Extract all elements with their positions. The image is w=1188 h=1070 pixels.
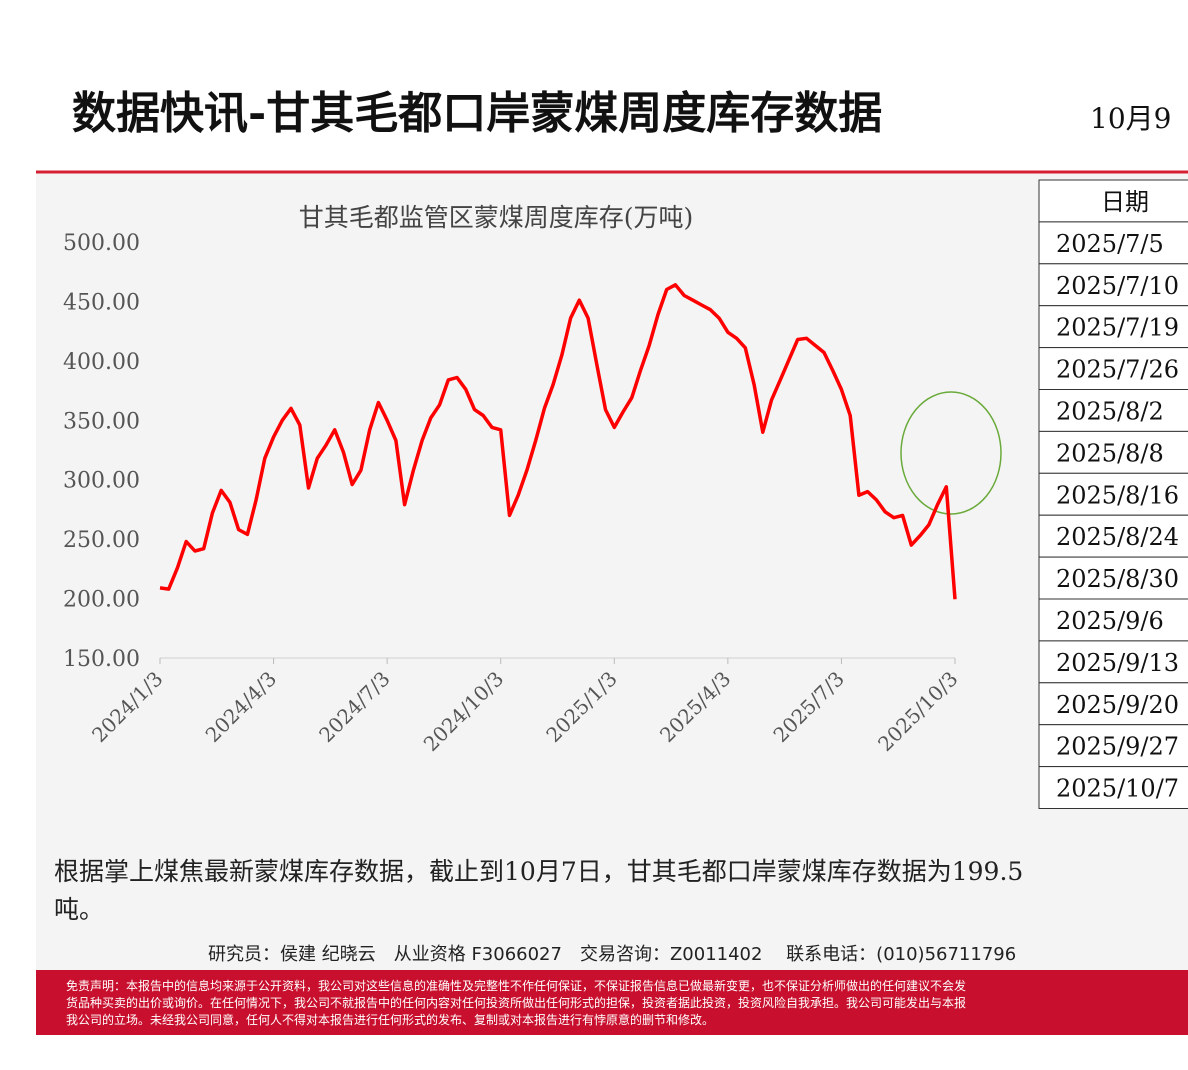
y-tick-label: 250.00	[63, 528, 140, 553]
disclaimer: 免责声明：本报告中的信息均来源于公开资料，我公司对这些信息的准确性及完整性不作任…	[66, 978, 966, 993]
table-cell	[1038, 347, 1188, 391]
table-cell	[1038, 430, 1188, 474]
table-header-cell	[1038, 179, 1188, 223]
table-header: 日期	[1101, 188, 1149, 216]
table-cell-text: 2025/7/19	[1056, 314, 1179, 342]
contact: 研究员：侯建 纪晓云 从业资格 F3066027 交易咨询：Z0011402 联…	[208, 944, 1016, 965]
table-cell-text: 2025/8/16	[1056, 481, 1179, 509]
y-tick-label: 350.00	[63, 409, 140, 434]
body-line: 吨。	[54, 895, 104, 924]
table-cell-text: 2025/8/8	[1056, 439, 1164, 467]
disclaimer: 货品种买卖的出价或询价。在任何情况下，我公司不就报告中的任何内容对任何投资所做出…	[66, 995, 966, 1010]
table-cell	[1038, 472, 1188, 516]
disclaimer: 我公司的立场。未经我公司同意，任何人不得对本报告进行任何形式的发布、复制或对本报…	[66, 1012, 714, 1027]
table-cell-text: 2025/9/27	[1056, 733, 1179, 761]
table-cell	[1038, 556, 1188, 600]
table-cell	[1038, 766, 1188, 809]
table: 日期 2025/7/5 2025/7/10 2025/7/19 2025/7/26 202…	[1038, 179, 1188, 809]
y-tick-label: 400.00	[63, 350, 140, 375]
table-cell	[1038, 221, 1188, 265]
footer-bar	[36, 970, 1188, 1035]
table-cell-text: 2025/9/20	[1056, 691, 1179, 719]
table-cell-text: 2025/7/5	[1056, 230, 1164, 258]
chart-title: 甘其毛都监管区蒙煤周度库存(万吨)	[299, 203, 694, 232]
table-cell-text: 2025/7/26	[1056, 356, 1179, 384]
table-cell-text: 2025/8/24	[1056, 523, 1179, 551]
header-date: 10月9	[1090, 102, 1171, 135]
table-cell-text: 2025/10/7	[1056, 775, 1179, 803]
body-line: 根据掌上煤焦最新蒙煤库存数据，截止到10月7日，甘其毛都口岸蒙煤库存数据为199…	[54, 857, 1023, 886]
table-cell-text: 2025/9/13	[1056, 649, 1179, 677]
header-title: 数据快讯-甘其毛都口岸蒙煤周度库存数据	[72, 88, 882, 139]
table-cell-text: 2025/8/2	[1056, 398, 1164, 426]
table-cell-text: 2025/8/30	[1056, 565, 1179, 593]
slide-bg	[36, 36, 1188, 1035]
y-tick-label: 450.00	[63, 290, 140, 315]
table-cell	[1038, 514, 1188, 558]
table-cell	[1038, 389, 1188, 432]
y-tick-label: 500.00	[63, 231, 140, 256]
line	[159, 283, 957, 600]
y-tick-label: 200.00	[63, 588, 140, 613]
table-cell-text: 2025/9/6	[1056, 607, 1164, 635]
y-tick-label: 150.00	[63, 647, 140, 672]
y-tick-label: 300.00	[63, 469, 140, 494]
highlight-circle	[900, 391, 1002, 515]
header-bg	[36, 36, 1188, 172]
table-cell-text: 2025/7/10	[1056, 272, 1179, 300]
